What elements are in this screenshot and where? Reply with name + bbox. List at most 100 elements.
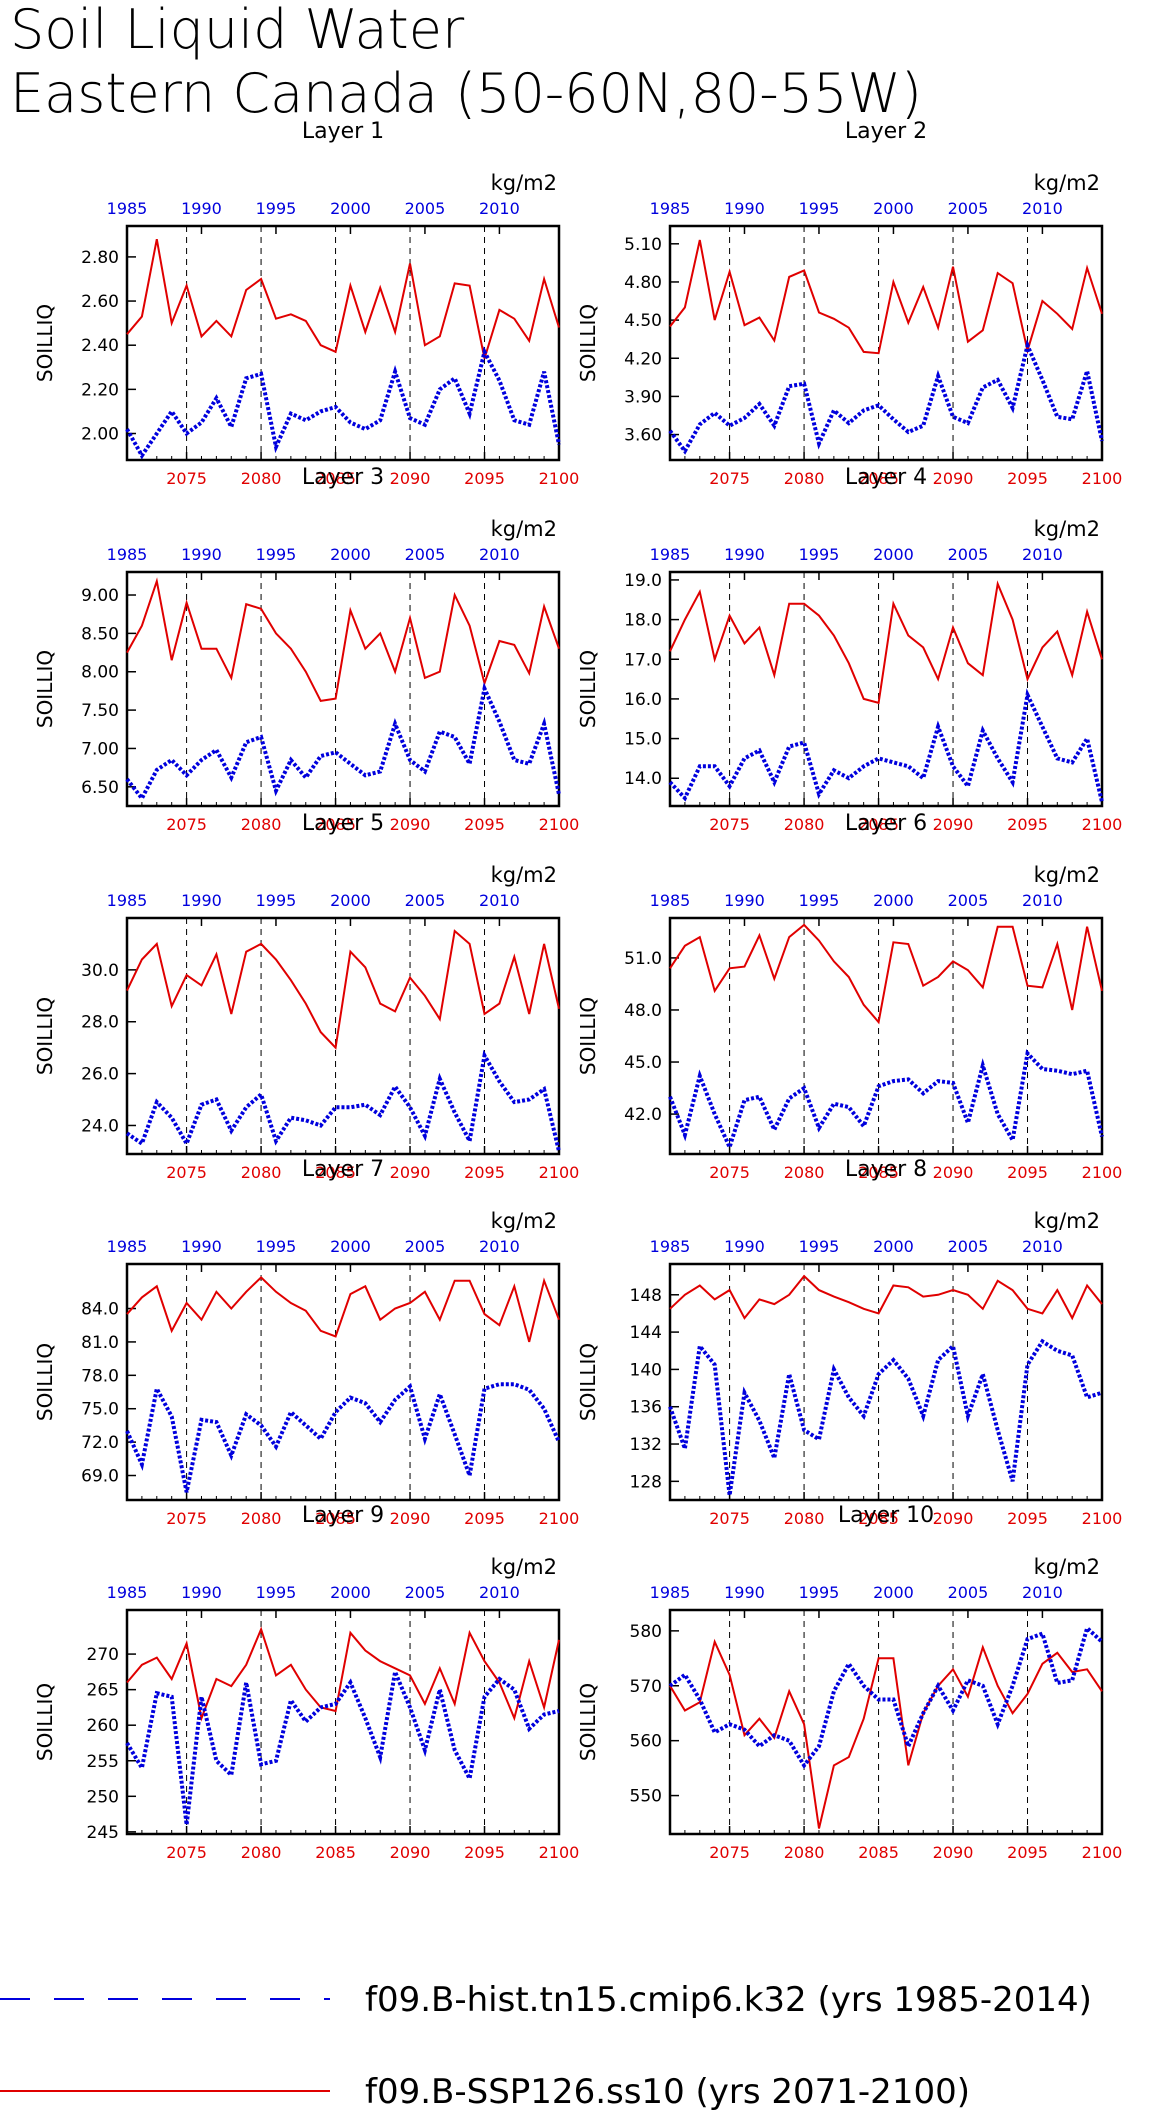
y-tick-label: 255 xyxy=(87,1752,119,1772)
y-axis-label: SOILLIQ xyxy=(33,304,57,382)
figure-title-line2: Eastern Canada (50-60N,80-55W) xyxy=(10,62,922,125)
x-bottom-tick-label: 2100 xyxy=(539,1843,580,1862)
x-bottom-tick-label: 2085 xyxy=(858,469,899,488)
x-top-tick-label: 1985 xyxy=(650,1583,691,1602)
series-line-hist xyxy=(668,339,1104,455)
y-tick-label: 7.50 xyxy=(81,701,119,721)
x-top-tick-label: 2010 xyxy=(479,199,520,218)
x-top-tick-label: 1985 xyxy=(107,891,148,910)
units-label: kg/m2 xyxy=(1034,171,1100,195)
panel-layer-8: Layer 8 kg/m2 2075 2080 2085 2090 2095 2100 1985… xyxy=(576,1157,1122,1528)
x-bottom-tick-label: 2085 xyxy=(858,1843,899,1862)
panel-layer-2: Layer 2 kg/m2 2075 2080 2085 2090 2095 2100 1985… xyxy=(576,119,1122,488)
series-line-ssp126 xyxy=(669,580,1103,705)
y-tick-label: 270 xyxy=(87,1645,119,1665)
x-bottom-tick-label: 2095 xyxy=(464,1509,505,1528)
x-bottom-tick-label: 2100 xyxy=(1082,1843,1123,1862)
x-top-tick-label: 2000 xyxy=(873,891,914,910)
y-axis-label: SOILLIQ xyxy=(576,650,600,728)
x-bottom-tick-label: 2095 xyxy=(1007,1509,1048,1528)
x-bottom-tick-label: 2100 xyxy=(539,469,580,488)
y-tick-label: 580 xyxy=(630,1622,662,1642)
y-tick-label: 2.40 xyxy=(81,336,119,356)
y-tick-label: 3.60 xyxy=(624,426,662,446)
legend-label-hist: f09.B-hist.tn15.cmip6.k32 (yrs 1985-2014… xyxy=(365,1980,1092,2020)
x-bottom-tick-label: 2100 xyxy=(539,1509,580,1528)
x-top-tick-label: 1990 xyxy=(724,1237,765,1256)
y-axis-label: SOILLIQ xyxy=(576,304,600,382)
x-top-tick-label: 1985 xyxy=(650,199,691,218)
x-top-tick-label: 1990 xyxy=(181,891,222,910)
x-bottom-tick-label: 2095 xyxy=(1007,469,1048,488)
x-top-tick-label: 2005 xyxy=(948,1237,989,1256)
x-top-tick-label: 2000 xyxy=(330,1237,371,1256)
series-line-ssp126 xyxy=(126,577,560,702)
y-tick-label: 24.0 xyxy=(81,1116,119,1136)
x-top-tick-label: 1990 xyxy=(724,891,765,910)
y-tick-label: 4.80 xyxy=(624,273,662,293)
x-bottom-tick-label: 2080 xyxy=(241,815,282,834)
y-tick-label: 144 xyxy=(630,1323,662,1343)
panel-title: Layer 7 xyxy=(302,1157,384,1182)
x-top-tick-label: 1990 xyxy=(181,1583,222,1602)
x-top-tick-label: 2000 xyxy=(873,199,914,218)
y-tick-label: 140 xyxy=(630,1360,662,1380)
x-bottom-tick-label: 2085 xyxy=(858,1509,899,1528)
x-bottom-tick-label: 2085 xyxy=(315,1509,356,1528)
y-axis-label: SOILLIQ xyxy=(33,1683,57,1761)
x-top-tick-label: 1995 xyxy=(256,1583,297,1602)
y-axis-label: SOILLIQ xyxy=(33,997,57,1075)
x-bottom-tick-label: 2080 xyxy=(784,1843,825,1862)
x-bottom-tick-label: 2090 xyxy=(933,1163,974,1182)
x-top-tick-label: 1985 xyxy=(107,1583,148,1602)
legend-label-ssp126: f09.B-SSP126.ss10 (yrs 2071-2100) xyxy=(365,2072,970,2112)
x-top-tick-label: 1990 xyxy=(181,545,222,564)
chart-panels: Layer 1 kg/m2 2075 2080 2085 2090 2095 2100 1985… xyxy=(33,119,1122,1862)
y-tick-label: 136 xyxy=(630,1398,662,1418)
x-top-tick-label: 2000 xyxy=(873,1237,914,1256)
x-top-tick-label: 1985 xyxy=(650,1237,691,1256)
series-line-hist xyxy=(125,1049,561,1152)
x-top-tick-label: 2000 xyxy=(330,199,371,218)
x-top-tick-label: 2000 xyxy=(873,545,914,564)
y-tick-label: 2.20 xyxy=(81,380,119,400)
x-top-tick-label: 2005 xyxy=(948,545,989,564)
x-bottom-tick-label: 2095 xyxy=(1007,815,1048,834)
x-top-tick-label: 1995 xyxy=(799,545,840,564)
y-tick-label: 8.50 xyxy=(81,624,119,644)
panel-layer-6: Layer 6 kg/m2 2075 2080 2085 2090 2095 2100 1985… xyxy=(576,811,1122,1182)
panel-layer-5: Layer 5 kg/m2 2075 2080 2085 2090 2095 2100 1985… xyxy=(33,811,579,1182)
y-tick-label: 51.0 xyxy=(624,949,662,969)
x-bottom-tick-label: 2075 xyxy=(166,1163,207,1182)
plot-frame xyxy=(668,1262,1104,1502)
series-line-ssp126 xyxy=(126,239,560,359)
y-tick-label: 128 xyxy=(630,1472,662,1492)
x-top-tick-label: 2010 xyxy=(479,1237,520,1256)
y-tick-label: 560 xyxy=(630,1732,662,1752)
x-top-tick-label: 2005 xyxy=(405,545,446,564)
series-line-hist xyxy=(668,1338,1103,1496)
x-bottom-tick-label: 2075 xyxy=(709,815,750,834)
panel-layer-1: Layer 1 kg/m2 2075 2080 2085 2090 2095 2100 1985… xyxy=(33,119,579,488)
x-top-tick-label: 2010 xyxy=(1022,545,1063,564)
y-tick-label: 7.00 xyxy=(81,739,119,759)
y-tick-label: 72.0 xyxy=(81,1433,119,1453)
x-top-tick-label: 2010 xyxy=(1022,891,1063,910)
x-top-tick-label: 2010 xyxy=(479,545,520,564)
x-bottom-tick-label: 2100 xyxy=(539,815,580,834)
x-top-tick-label: 1985 xyxy=(107,199,148,218)
x-bottom-tick-label: 2100 xyxy=(1082,469,1123,488)
plot-frame xyxy=(668,224,1104,462)
y-tick-label: 19.0 xyxy=(624,571,662,591)
x-top-tick-label: 1995 xyxy=(799,1583,840,1602)
x-bottom-tick-label: 2075 xyxy=(166,1509,207,1528)
y-tick-label: 30.0 xyxy=(81,961,119,981)
x-bottom-tick-label: 2090 xyxy=(390,1509,431,1528)
x-top-tick-label: 2010 xyxy=(479,891,520,910)
x-top-tick-label: 1990 xyxy=(724,545,765,564)
x-top-tick-label: 2005 xyxy=(948,199,989,218)
x-bottom-tick-label: 2090 xyxy=(390,815,431,834)
y-tick-label: 81.0 xyxy=(81,1333,119,1353)
x-bottom-tick-label: 2075 xyxy=(166,815,207,834)
x-bottom-tick-label: 2085 xyxy=(315,1843,356,1862)
